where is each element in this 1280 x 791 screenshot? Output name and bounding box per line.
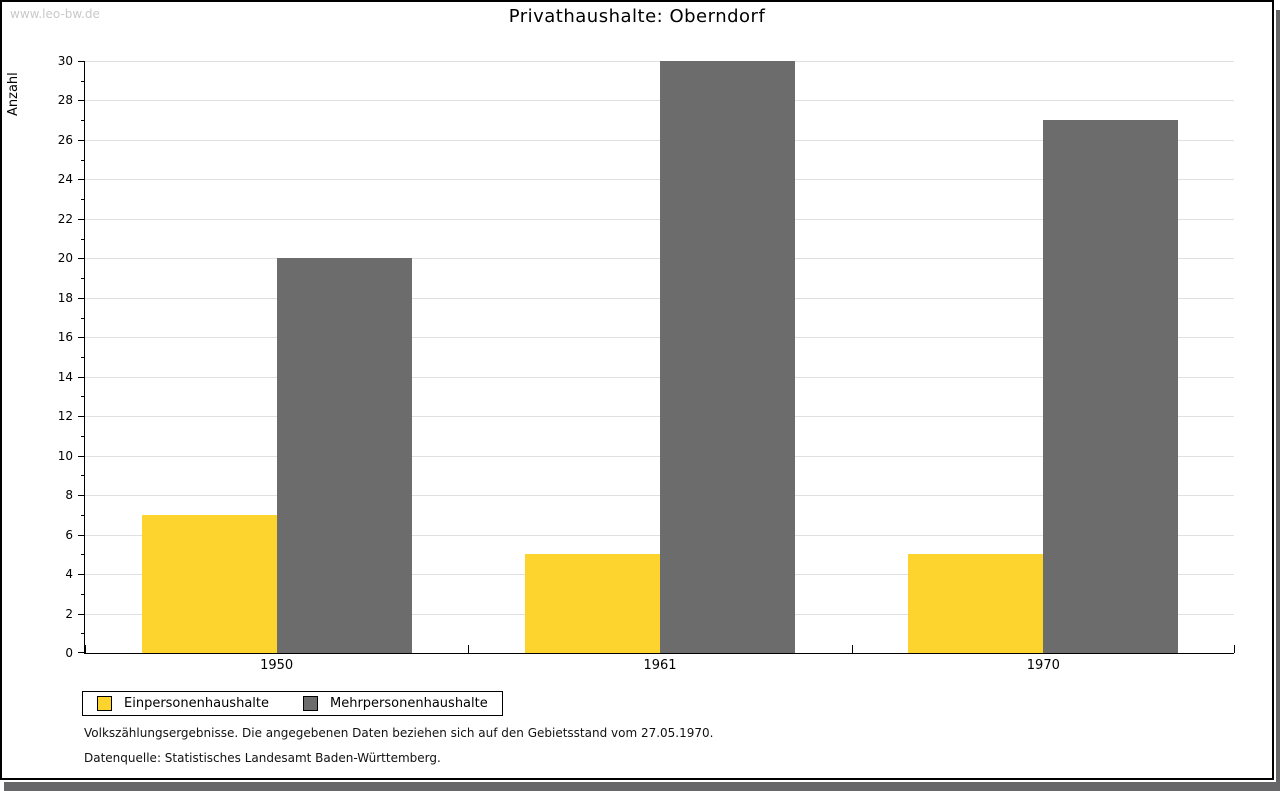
y-axis-tick (81, 593, 85, 595)
y-axis-tick (81, 514, 85, 516)
y-axis-tick (78, 495, 85, 497)
gridline (85, 376, 1234, 378)
y-axis-tick (78, 574, 85, 576)
y-axis-tick-label: 16 (57, 330, 73, 345)
y-axis-tick-label: 18 (57, 290, 73, 305)
y-axis-tick-label: 20 (57, 251, 73, 266)
plot-area: 0 2 4 6 8 10 12 14 16 18 20 22 24 26 28 30 1950 1961 1970 (58, 55, 1235, 673)
y-axis-tick (81, 317, 85, 319)
y-axis-tick (78, 218, 85, 220)
y-axis-tick-label: 22 (57, 211, 73, 226)
y-axis-tick-label: 6 (65, 527, 73, 542)
y-axis-tick (78, 337, 85, 339)
watermark: www.leo-bw.de (10, 7, 100, 21)
x-axis-label: 1950 (260, 658, 294, 673)
y-axis-tick (81, 238, 85, 240)
y-axis-tick (78, 139, 85, 141)
gridline (85, 455, 1234, 457)
y-axis-tick (78, 613, 85, 615)
gridline (85, 416, 1234, 418)
gridline (85, 534, 1234, 536)
y-axis-tick-label: 26 (57, 132, 73, 147)
y-axis-tick-label: 8 (65, 488, 73, 503)
y-axis-tick (78, 100, 85, 102)
y-axis-tick (81, 120, 85, 122)
y-axis-tick (78, 376, 85, 378)
bar-einpersonenhaushalte-1961 (525, 554, 660, 653)
footer-note: Volkszählungsergebnisse. Die angegebenen… (84, 726, 714, 740)
y-axis-tick-label: 30 (57, 54, 73, 68)
x-axis-tick (468, 645, 470, 653)
x-axis-label: 1961 (643, 658, 677, 673)
gridline (85, 100, 1234, 102)
y-axis-tick (81, 435, 85, 437)
bar-einpersonenhaushalte-1950 (141, 514, 277, 653)
bar-mehrpersonenhaushalte-1970 (1043, 120, 1179, 653)
y-axis-tick-label: 4 (65, 567, 73, 582)
chart-title: Privathaushalte: Oberndorf (508, 6, 766, 27)
y-axis-tick (81, 80, 85, 82)
x-axis-tick (1234, 645, 1235, 653)
legend-label-mehrpersonenhaushalte: Mehrpersonenhaushalte (330, 696, 488, 711)
x-axis-tick (85, 645, 86, 653)
card-shadow-bottom (4, 782, 1280, 791)
y-axis-tick (78, 416, 85, 418)
y-axis-tick-label: 0 (65, 646, 73, 660)
y-axis-tick-label: 24 (57, 172, 73, 187)
footer-source: Datenquelle: Statistisches Landesamt Bad… (84, 751, 441, 765)
y-axis-tick-label: 14 (57, 369, 73, 384)
legend-item-einpersonenhaushalte: Einpersonenhaushalte (97, 696, 269, 711)
bar-einpersonenhaushalte-1970 (908, 554, 1044, 653)
y-axis-tick (78, 297, 85, 299)
y-axis-tick (81, 554, 85, 556)
y-axis-tick (78, 61, 85, 62)
gridline (85, 139, 1234, 141)
y-axis-tick (81, 199, 85, 201)
legend-label-einpersonenhaushalte: Einpersonenhaushalte (124, 696, 269, 711)
gridline (85, 61, 1234, 62)
legend-swatch-mehrpersonenhaushalte (303, 696, 318, 711)
legend-item-mehrpersonenhaushalte: Mehrpersonenhaushalte (303, 696, 488, 711)
y-axis-tick-label: 2 (65, 606, 73, 621)
y-axis-tick-label: 12 (57, 409, 73, 424)
gridline (85, 179, 1234, 181)
bar-mehrpersonenhaushalte-1961 (660, 61, 795, 653)
y-axis-tick (78, 652, 85, 653)
legend-swatch-einpersonenhaushalte (97, 696, 112, 711)
y-axis-tick (78, 258, 85, 260)
gridline (85, 258, 1234, 260)
y-axis-tick (81, 475, 85, 477)
bar-mehrpersonenhaushalte-1950 (276, 258, 412, 653)
gridline (85, 495, 1234, 497)
y-axis-title: Anzahl (6, 72, 21, 116)
y-axis-tick (81, 396, 85, 398)
x-axis-label: 1970 (1026, 658, 1060, 673)
y-axis-tick (78, 179, 85, 181)
gridline (85, 297, 1234, 299)
y-axis-tick (78, 534, 85, 536)
y-axis-tick-label: 28 (57, 93, 73, 108)
gridline (85, 218, 1234, 220)
x-axis-tick (851, 645, 853, 653)
y-axis-tick-label: 10 (57, 448, 73, 463)
y-axis-tick (78, 455, 85, 457)
legend: Einpersonenhaushalte Mehrpersonenhaushal… (82, 691, 503, 716)
y-axis-tick (81, 357, 85, 358)
gridline (85, 337, 1234, 339)
y-axis-tick (81, 278, 85, 280)
y-axis-tick (81, 159, 85, 161)
card-shadow-right (1276, 10, 1280, 791)
y-axis-tick (81, 633, 85, 635)
